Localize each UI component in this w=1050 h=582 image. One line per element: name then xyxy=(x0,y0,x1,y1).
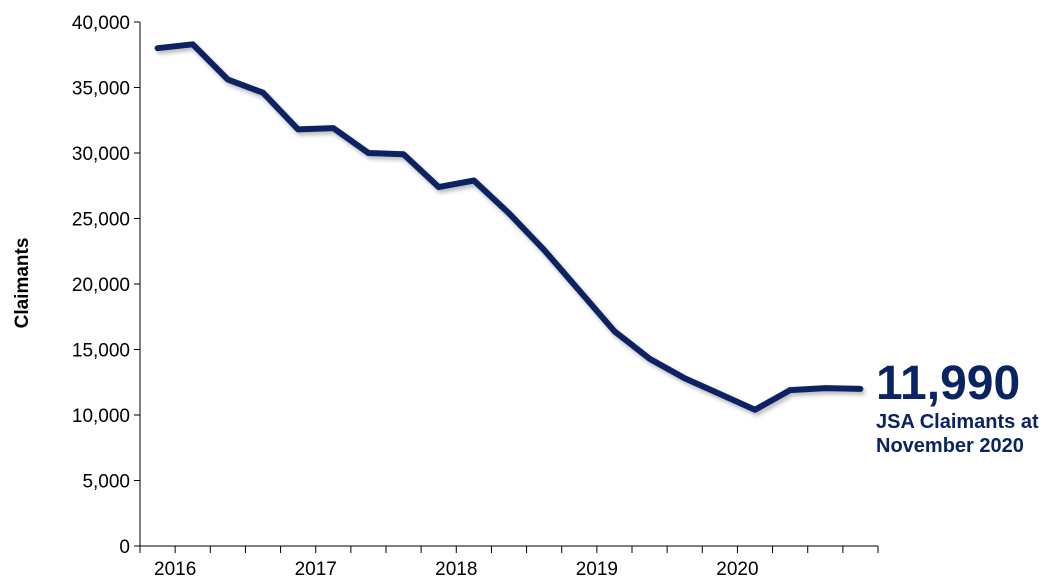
x-tick-label: 2019 xyxy=(576,559,618,580)
y-tick-label: 25,000 xyxy=(72,210,130,231)
y-tick-label: 30,000 xyxy=(72,144,130,165)
y-tick-label: 35,000 xyxy=(72,79,130,100)
y-tick-label: 40,000 xyxy=(72,13,130,34)
x-axis: 2016 2017 2018 2019 2020 xyxy=(139,545,879,580)
series-layer xyxy=(154,41,864,413)
latest-value-callout: 11,990 JSA Claimants at November 2020 xyxy=(876,358,1048,458)
x-tick-label: 2018 xyxy=(435,559,477,580)
x-tick-label: 2017 xyxy=(295,559,337,580)
latest-value-caption: JSA Claimants at November 2020 xyxy=(876,411,1039,457)
y-tick-label: 10,000 xyxy=(72,406,130,427)
x-tick-label: 2016 xyxy=(154,559,196,580)
latest-value: 11,990 xyxy=(876,357,1021,410)
y-axis: 0 5,000 10,000 15,000 20,000 25,000 30,000 35,0… xyxy=(72,13,141,558)
series-line xyxy=(154,41,864,413)
y-tick-label: 5,000 xyxy=(82,472,130,493)
x-tick-label: 2020 xyxy=(716,559,758,580)
y-tick-label: 15,000 xyxy=(72,341,130,362)
y-tick-label: 20,000 xyxy=(72,275,130,296)
y-axis-title: Claimants xyxy=(12,238,33,329)
y-tick-label: 0 xyxy=(119,537,130,558)
